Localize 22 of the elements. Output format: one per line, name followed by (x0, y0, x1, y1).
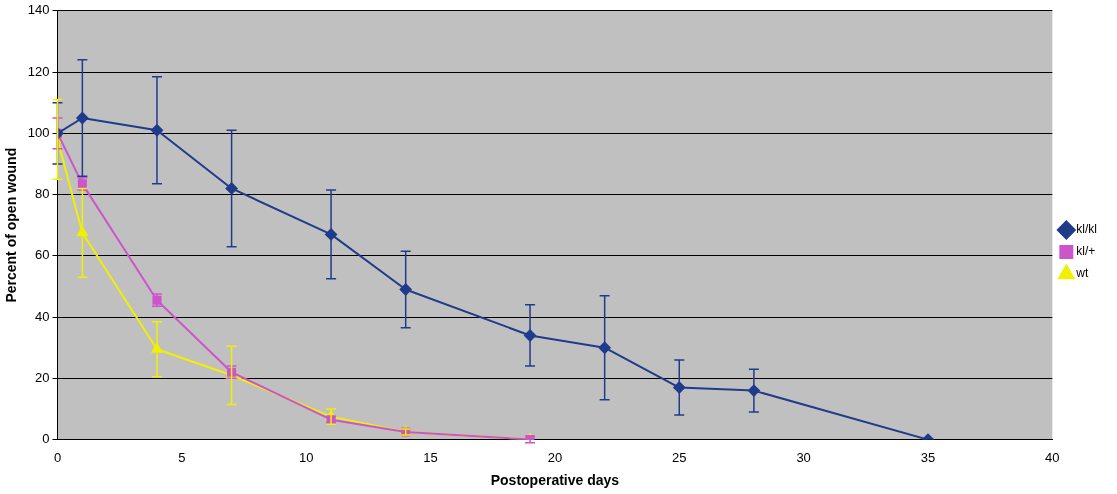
y-axis-title: Percent of open wound (3, 147, 20, 303)
y-tick-label: 140 (27, 2, 50, 18)
x-axis-title: Postoperative days (490, 472, 620, 489)
y-tick-label: 20 (35, 369, 50, 385)
y-tick-label: 80 (35, 186, 50, 202)
y-tick-label: 60 (35, 247, 50, 263)
x-tick-label: 0 (53, 449, 62, 465)
legend-label: kl/+ (1076, 244, 1096, 259)
legend-label: kl/kl (1076, 222, 1098, 237)
y-tick-label: 40 (35, 308, 50, 324)
x-tick-label: 5 (178, 449, 186, 465)
y-tick-label: 0 (42, 431, 50, 447)
x-tick-label: 20 (547, 449, 563, 465)
x-tick-label: 25 (672, 449, 687, 465)
x-tick-label: 35 (920, 449, 936, 465)
y-tick-label: 100 (27, 124, 50, 140)
y-tick-label: 120 (27, 63, 50, 79)
x-tick-label: 40 (1045, 449, 1060, 465)
legend-label: wt (1075, 266, 1089, 281)
x-tick-label: 10 (298, 449, 314, 465)
x-tick-label: 30 (796, 449, 811, 465)
x-tick-label: 15 (423, 449, 438, 465)
